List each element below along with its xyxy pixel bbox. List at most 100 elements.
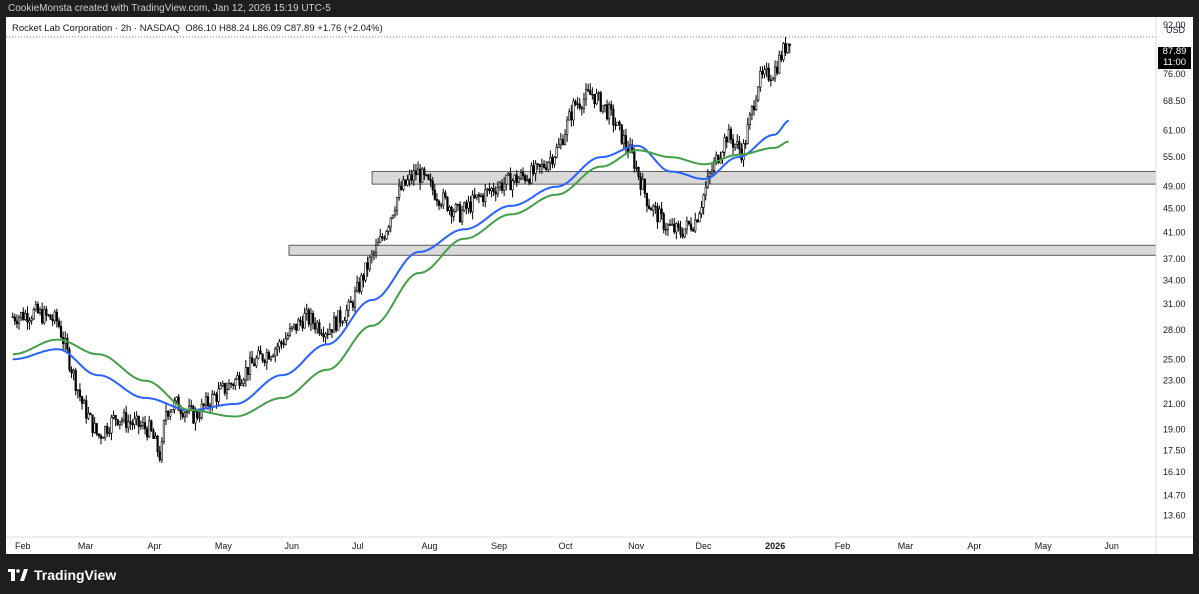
candle-body bbox=[89, 413, 92, 416]
moving-average-fast-line[interactable] bbox=[12, 119, 790, 412]
candle-body bbox=[442, 192, 445, 206]
candle-body bbox=[83, 400, 86, 404]
candle-body bbox=[454, 204, 457, 213]
candle-body bbox=[658, 208, 661, 223]
candle-body bbox=[38, 309, 42, 314]
horizontal-zone[interactable] bbox=[288, 244, 1157, 256]
y-tick-label: 61.00 bbox=[1163, 126, 1186, 136]
candle-body bbox=[17, 316, 21, 325]
candle-body bbox=[167, 411, 170, 417]
candle-body bbox=[370, 253, 373, 258]
candle-body bbox=[759, 70, 762, 88]
candle-body bbox=[591, 94, 594, 96]
candle-body bbox=[721, 152, 724, 159]
candle-body bbox=[421, 168, 424, 183]
candle-body bbox=[236, 375, 239, 380]
y-tick-label: 37.00 bbox=[1163, 254, 1186, 264]
candle-body bbox=[318, 322, 321, 334]
candle-body bbox=[765, 67, 768, 70]
candle-body bbox=[507, 173, 510, 176]
candle-body bbox=[553, 156, 556, 165]
moving-average-slow-line[interactable] bbox=[12, 140, 789, 418]
candle-body bbox=[484, 189, 487, 202]
candle-body bbox=[85, 400, 88, 419]
countdown-tag: 11:00 bbox=[1158, 58, 1191, 69]
candle-body bbox=[427, 174, 430, 180]
candle-body bbox=[494, 191, 497, 195]
candle-body bbox=[360, 275, 363, 292]
candle-body bbox=[563, 134, 567, 145]
candle-body bbox=[408, 174, 411, 181]
candle-body bbox=[662, 213, 665, 230]
candle-body bbox=[106, 426, 109, 434]
candle-body bbox=[368, 256, 371, 270]
candle-body bbox=[708, 172, 712, 177]
candle-body bbox=[381, 236, 384, 239]
tradingview-logo[interactable]: TradingView bbox=[8, 565, 116, 585]
candle-body bbox=[423, 168, 426, 176]
candle-body bbox=[297, 319, 300, 331]
symbol-label: Rocket Lab Corporation · 2h · NASDAQ bbox=[12, 23, 180, 34]
candle-body bbox=[66, 338, 69, 350]
candle-body bbox=[771, 78, 775, 81]
y-tick-label: 21.00 bbox=[1163, 399, 1186, 409]
candle-body bbox=[773, 66, 777, 80]
credit-text: CookieMonsta created with TradingView.co… bbox=[8, 3, 331, 14]
x-tick-label: Dec bbox=[696, 541, 713, 551]
candle-body bbox=[164, 411, 168, 421]
candle-body bbox=[295, 323, 298, 331]
tradingview-logo-text: TradingView bbox=[34, 567, 117, 583]
candle-body bbox=[444, 192, 447, 198]
candle-body bbox=[255, 357, 258, 367]
candle-body bbox=[723, 137, 726, 153]
candle-body bbox=[650, 208, 653, 211]
candle-body bbox=[715, 154, 718, 162]
candle-body bbox=[782, 43, 785, 61]
chart-frame[interactable]: USD 92.00 76.00 68.50 61.00 55.00 49.00 45.00 41… bbox=[6, 17, 1193, 554]
candle-body bbox=[383, 237, 386, 240]
candle-body bbox=[335, 316, 338, 331]
candle-body bbox=[286, 335, 289, 339]
candle-body bbox=[45, 308, 48, 316]
y-tick-label: 68.50 bbox=[1163, 96, 1186, 106]
candle-body bbox=[36, 303, 40, 314]
candle-body bbox=[345, 309, 348, 322]
candle-body bbox=[246, 367, 250, 375]
candle-body bbox=[769, 79, 772, 82]
candle-body bbox=[725, 137, 728, 143]
x-tick-label: May bbox=[1035, 541, 1053, 551]
candle-body bbox=[419, 168, 422, 183]
candle-body bbox=[160, 441, 163, 461]
y-tick-label: 34.00 bbox=[1163, 275, 1186, 285]
candle-body bbox=[744, 143, 747, 145]
candle-body bbox=[505, 174, 508, 185]
candle-body bbox=[309, 313, 313, 325]
candle-body bbox=[509, 173, 512, 191]
candle-body bbox=[131, 422, 134, 426]
candle-body bbox=[410, 174, 413, 181]
candle-body bbox=[217, 388, 220, 402]
candle-body bbox=[545, 167, 548, 170]
candle-body bbox=[57, 320, 61, 327]
candle-body bbox=[620, 124, 623, 144]
candle-body bbox=[251, 357, 254, 364]
candle-body bbox=[637, 166, 640, 178]
candle-body bbox=[244, 367, 247, 381]
candle-body bbox=[213, 393, 216, 396]
candle-body bbox=[347, 300, 350, 311]
candle-body bbox=[557, 144, 560, 148]
candle-body bbox=[578, 103, 581, 109]
candle-body bbox=[261, 353, 264, 361]
candle-body bbox=[110, 417, 113, 434]
candle-body bbox=[112, 415, 115, 418]
candle-body bbox=[622, 135, 625, 144]
x-tick-label: Aug bbox=[422, 541, 438, 551]
candle-body bbox=[675, 223, 678, 233]
candle-body bbox=[194, 411, 197, 424]
candle-body bbox=[53, 311, 56, 322]
candle-body bbox=[786, 43, 789, 53]
candle-body bbox=[694, 219, 697, 232]
horizontal-zone[interactable] bbox=[371, 171, 1157, 185]
candle-body bbox=[448, 206, 451, 211]
